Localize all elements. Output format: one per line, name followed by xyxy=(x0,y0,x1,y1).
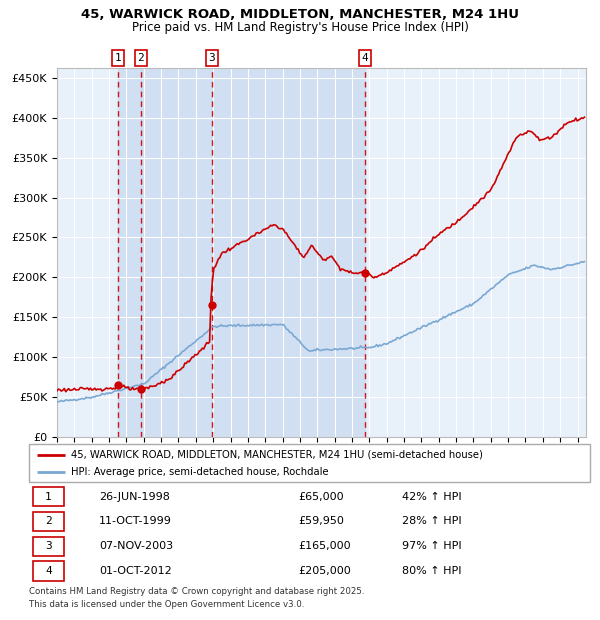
Text: £59,950: £59,950 xyxy=(298,516,344,526)
Text: 1: 1 xyxy=(45,492,52,502)
FancyBboxPatch shape xyxy=(29,444,590,482)
Text: 26-JUN-1998: 26-JUN-1998 xyxy=(99,492,170,502)
Text: 01-OCT-2012: 01-OCT-2012 xyxy=(99,566,172,576)
Text: 45, WARWICK ROAD, MIDDLETON, MANCHESTER, M24 1HU: 45, WARWICK ROAD, MIDDLETON, MANCHESTER,… xyxy=(81,8,519,21)
Text: 28% ↑ HPI: 28% ↑ HPI xyxy=(402,516,461,526)
Text: 42% ↑ HPI: 42% ↑ HPI xyxy=(402,492,461,502)
Text: 1: 1 xyxy=(115,53,121,63)
Text: 45, WARWICK ROAD, MIDDLETON, MANCHESTER, M24 1HU (semi-detached house): 45, WARWICK ROAD, MIDDLETON, MANCHESTER,… xyxy=(71,450,483,459)
Text: Contains HM Land Registry data © Crown copyright and database right 2025.: Contains HM Land Registry data © Crown c… xyxy=(29,587,364,596)
Text: 07-NOV-2003: 07-NOV-2003 xyxy=(99,541,173,551)
Text: HPI: Average price, semi-detached house, Rochdale: HPI: Average price, semi-detached house,… xyxy=(71,467,329,477)
Text: 3: 3 xyxy=(208,53,215,63)
FancyBboxPatch shape xyxy=(33,487,64,507)
Text: 80% ↑ HPI: 80% ↑ HPI xyxy=(402,566,461,576)
FancyBboxPatch shape xyxy=(33,512,64,531)
Text: This data is licensed under the Open Government Licence v3.0.: This data is licensed under the Open Gov… xyxy=(29,600,304,609)
Text: 11-OCT-1999: 11-OCT-1999 xyxy=(99,516,172,526)
Text: £65,000: £65,000 xyxy=(298,492,344,502)
Text: 2: 2 xyxy=(45,516,52,526)
Bar xyxy=(141,68,212,437)
Text: Price paid vs. HM Land Registry's House Price Index (HPI): Price paid vs. HM Land Registry's House … xyxy=(131,21,469,34)
Text: 2: 2 xyxy=(137,53,144,63)
Bar xyxy=(118,68,141,437)
Bar xyxy=(212,68,365,437)
FancyBboxPatch shape xyxy=(33,536,64,556)
Text: 3: 3 xyxy=(45,541,52,551)
Text: 4: 4 xyxy=(45,566,52,576)
Text: 4: 4 xyxy=(362,53,368,63)
FancyBboxPatch shape xyxy=(33,561,64,581)
Text: £205,000: £205,000 xyxy=(298,566,351,576)
Text: 97% ↑ HPI: 97% ↑ HPI xyxy=(402,541,461,551)
Text: £165,000: £165,000 xyxy=(298,541,351,551)
